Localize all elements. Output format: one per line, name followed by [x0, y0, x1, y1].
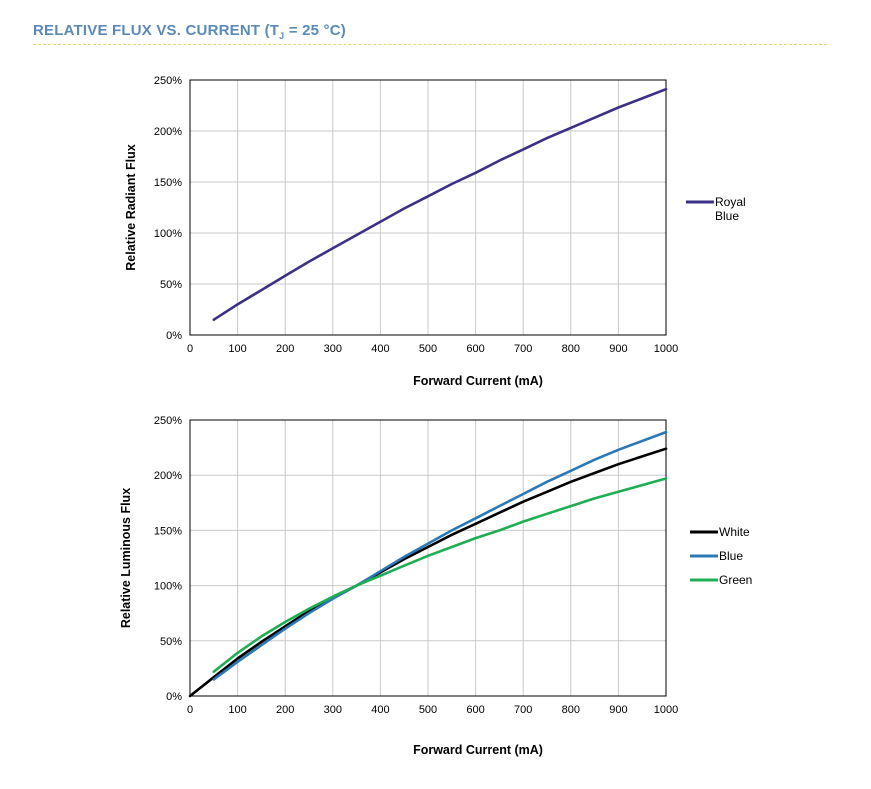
- x-axis-title: Forward Current (mA): [413, 743, 543, 757]
- x-tick-label: 900: [609, 704, 627, 716]
- x-tick-label: 0: [187, 704, 193, 716]
- relative-radiant-flux-chart: 0 100 200 300 400 500 600 700 800 900 1000 0% 50% 100…: [124, 75, 746, 388]
- x-tick-label: 1000: [654, 704, 678, 716]
- x-tick-label: 1000: [654, 343, 678, 355]
- x-tick-label: 100: [228, 704, 246, 716]
- y-axis-title: Relative Radiant Flux: [124, 144, 138, 270]
- y-tick-label: 200%: [154, 470, 182, 482]
- series-line-green: [212, 477, 668, 673]
- relative-luminous-flux-chart: 0 100 200 300 400 500 600 700 800 900 1000 0% 50% 100…: [119, 415, 752, 757]
- section-title: RELATIVE FLUX VS. CURRENT (TJ = 25 °C): [33, 22, 346, 41]
- y-tick-label: 0%: [166, 330, 182, 342]
- x-tick-label: 400: [371, 704, 389, 716]
- x-tick-label: 300: [324, 704, 342, 716]
- y-tick-label: 0%: [166, 691, 182, 703]
- y-axis-title: Relative Luminous Flux: [119, 488, 133, 628]
- legend-label-green: Green: [719, 573, 752, 587]
- title-divider: [33, 44, 827, 45]
- x-tick-label: 600: [466, 343, 484, 355]
- x-tick-label: 0: [187, 343, 193, 355]
- x-tick-label: 500: [419, 704, 437, 716]
- y-tick-label: 250%: [154, 75, 182, 87]
- x-tick-label: 500: [419, 343, 437, 355]
- x-tick-label: 400: [371, 343, 389, 355]
- x-tick-label: 800: [562, 704, 580, 716]
- x-tick-label: 800: [562, 343, 580, 355]
- legend-label-royal-blue: Blue: [715, 209, 739, 223]
- x-tick-label: 700: [514, 343, 532, 355]
- y-tick-label: 150%: [154, 525, 182, 537]
- x-tick-label: 100: [228, 343, 246, 355]
- y-tick-label: 150%: [154, 177, 182, 189]
- legend-label-royal-blue: Royal: [715, 195, 746, 209]
- x-tick-label: 300: [324, 343, 342, 355]
- y-tick-label: 200%: [154, 126, 182, 138]
- x-tick-label: 900: [609, 343, 627, 355]
- x-tick-label: 200: [276, 704, 294, 716]
- gridlines: [189, 79, 667, 336]
- plot-area-border: [189, 79, 667, 336]
- y-tick-label: 100%: [154, 581, 182, 593]
- legend: White Blue Green: [690, 525, 752, 587]
- x-tick-label: 700: [514, 704, 532, 716]
- y-tick-label: 250%: [154, 415, 182, 427]
- legend-label-blue: Blue: [719, 549, 743, 563]
- series-line-white: [188, 447, 668, 698]
- plot-area-border: [189, 419, 667, 697]
- x-tick-label: 200: [276, 343, 294, 355]
- y-tick-label: 100%: [154, 228, 182, 240]
- gridlines: [189, 419, 667, 697]
- legend-label-white: White: [719, 525, 750, 539]
- x-axis-title: Forward Current (mA): [413, 374, 543, 388]
- x-tick-label: 600: [466, 704, 484, 716]
- series-line-blue: [212, 430, 668, 681]
- y-tick-label: 50%: [160, 279, 182, 291]
- series-line-royal-blue: [212, 87, 668, 321]
- y-tick-label: 50%: [160, 636, 182, 648]
